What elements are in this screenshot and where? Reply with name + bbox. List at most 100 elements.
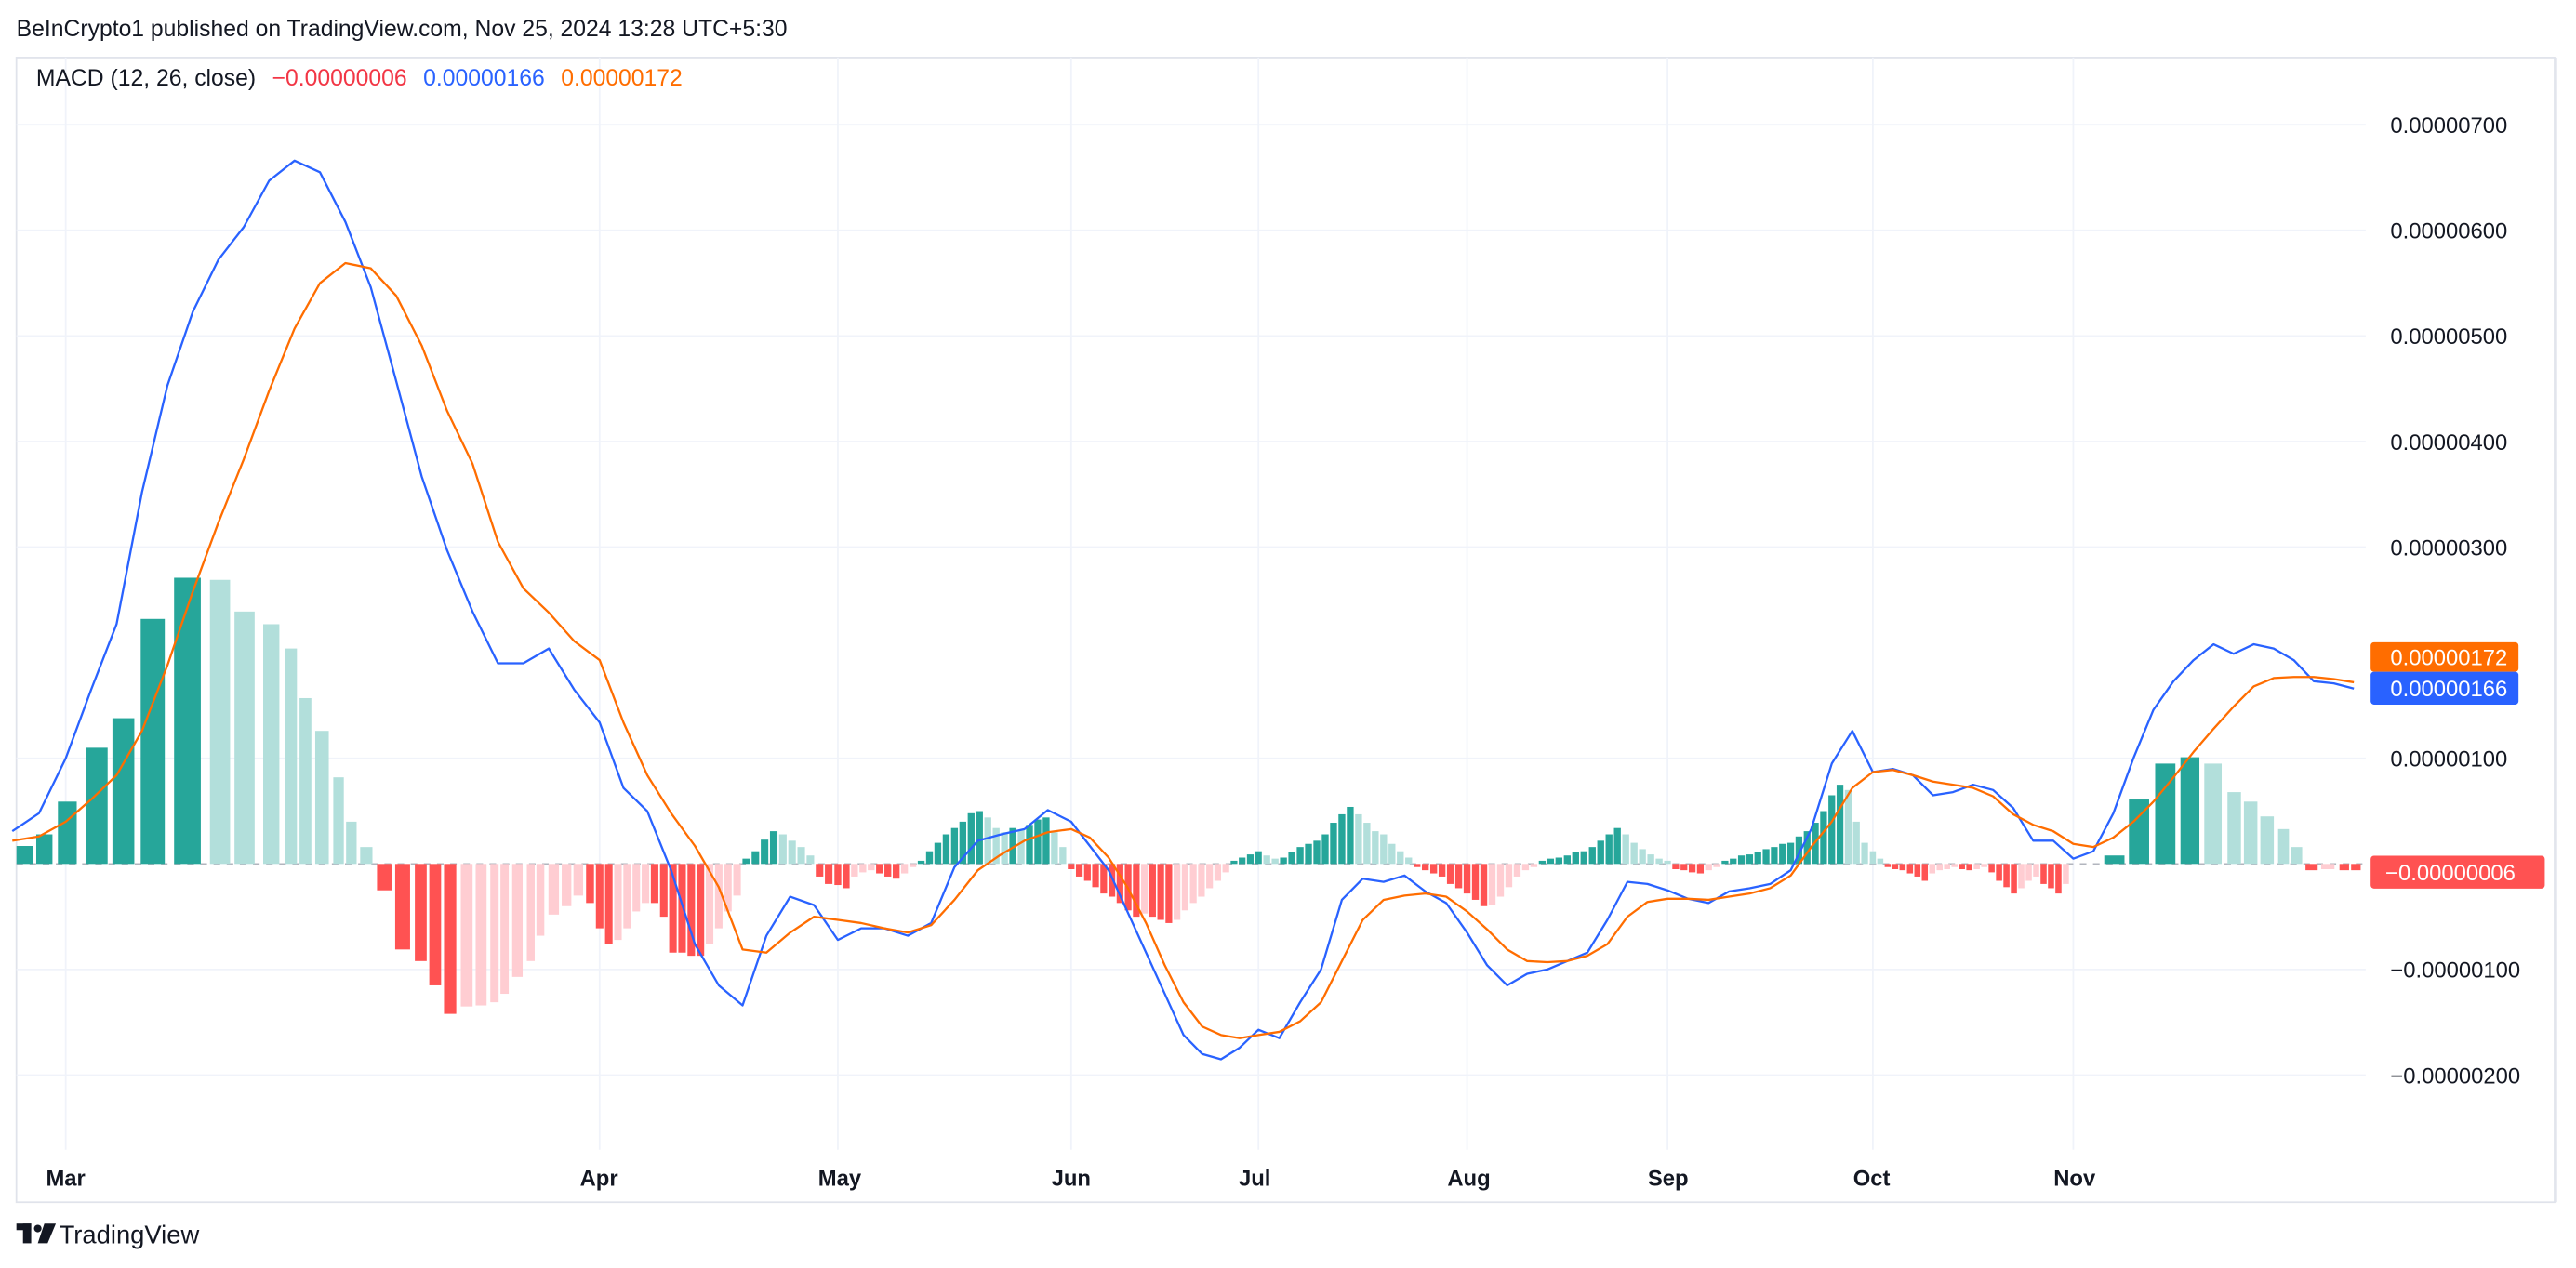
histogram-bar [1239,857,1246,865]
histogram-bar [1280,857,1287,865]
x-tick-label: Aug [1447,1167,1490,1192]
histogram-bar [1906,864,1914,874]
y-tick-label: 0.00000100 [2390,747,2507,773]
histogram-bar [1852,821,1860,865]
histogram-bar [1746,854,1754,865]
histogram-bar [2260,816,2275,865]
histogram-bar [140,618,166,865]
histogram-bar [595,864,604,929]
histogram-bar [909,864,917,867]
histogram-bar [778,834,787,865]
histogram-bar [1996,864,2002,881]
histogram-bar [1083,864,1091,881]
histogram-bar [1771,847,1778,865]
grid [16,57,2366,1150]
histogram-bar [1737,855,1746,865]
histogram-bar [1914,864,1921,877]
histogram-bar [285,648,298,865]
signal-price-tag: 0.00000172 [2370,641,2519,672]
histogram-bar [950,827,959,865]
histogram-bar [1688,864,1696,873]
histogram-bar [2339,864,2349,871]
histogram-bar [742,858,750,865]
histogram-bar [2243,801,2258,865]
histogram-bar [687,864,696,957]
histogram-bar [1321,834,1329,865]
histogram-bar [1296,847,1304,865]
histogram-bar [851,864,858,877]
histogram-bar [868,864,875,871]
histogram-bar [1372,831,1379,865]
histogram-bar [314,731,329,865]
histogram-bar [1521,864,1530,871]
histogram-bar [526,864,535,961]
histogram-bar [2351,864,2361,871]
tradingview-logo[interactable]: TradingView [16,1220,200,1248]
histogram-bar [1705,864,1712,871]
time-axis[interactable]: Mar Apr May Jun Jul Aug Sep Oct Nov [46,1167,2096,1192]
histogram-bar [751,851,760,865]
histogram-bar [843,864,850,889]
histogram-bar [1149,864,1156,918]
histogram-bar [573,864,584,896]
histogram-bar [333,777,344,865]
histogram-bar [1613,827,1621,865]
histogram-bar [1981,864,1987,867]
histogram-bar [1480,864,1488,906]
histogram-bar [1165,864,1173,923]
y-tick-label: −0.00000200 [2390,1063,2520,1089]
histogram-bar [262,624,280,865]
histogram-bar [209,579,231,865]
legend: MACD (12, 26, close) −0.00000006 0.00000… [36,66,683,91]
histogram-bar [1397,851,1404,865]
histogram-bar [1255,851,1262,865]
histogram-bar [1547,858,1555,865]
histogram-bar [992,827,1000,865]
histogram-bar [1422,864,1429,871]
x-tick-label: Jul [1239,1167,1270,1192]
histogram-bar [2291,847,2303,865]
histogram-bar [1109,864,1116,897]
chart-frame [15,57,2556,1204]
histogram-bar [1572,852,1579,865]
histogram-bar [2277,828,2290,865]
histogram-bar [444,864,457,1014]
histogram-bar [1664,860,1671,865]
histogram-bar [234,611,255,865]
histogram-bar [1454,864,1463,889]
price-axis[interactable]: 0.00000700 0.00000600 0.00000500 0.00000400… [2390,113,2520,1089]
histogram-bar [1844,789,1852,865]
histogram-bar [1429,864,1438,874]
histogram-bar [1605,834,1613,865]
histogram-bar [299,697,312,865]
histogram-bar [1305,843,1312,865]
histogram-bar [1075,864,1083,877]
histogram-bar [1530,864,1538,867]
histogram-bar [1068,864,1075,870]
histogram-bar [1347,806,1354,865]
histogram-bar [1017,829,1025,865]
tradingview-brand: TradingView [60,1220,200,1248]
histogram-bar [876,864,883,874]
histogram-bar [1271,858,1279,865]
histogram-bar [1951,864,1958,867]
histogram-bar [112,718,135,865]
histogram-bar [1157,864,1164,920]
histogram-bar [562,864,572,906]
tradingview-logo-icon [16,1223,57,1244]
histogram-bar [2033,864,2039,877]
histogram-bar [1181,864,1188,911]
histogram-bar [724,864,732,912]
histogram-bar [1899,864,1906,871]
histogram-bar [394,864,410,950]
histogram-bar [586,864,594,904]
histogram-bar [2104,855,2125,865]
x-tick-label: Nov [2053,1167,2096,1192]
histogram-bar [1034,819,1042,865]
histogram-bar [1877,858,1884,865]
histogram-bar [614,864,622,941]
x-tick-label: Jun [1052,1167,1091,1192]
histogram-bar [1116,864,1123,904]
histogram-bar [1921,864,1929,881]
histogram-bar [1051,832,1058,865]
